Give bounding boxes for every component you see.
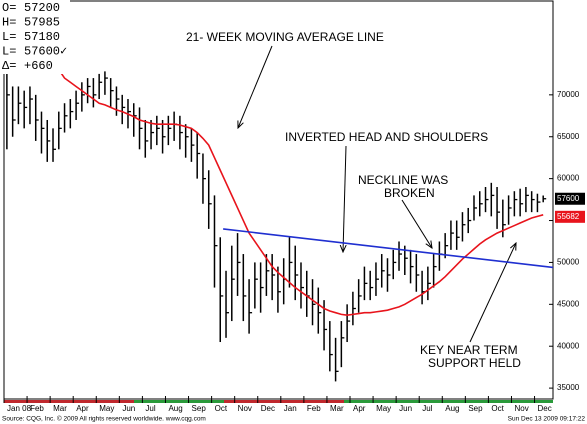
x-tick-label: Sep <box>468 404 483 413</box>
neckline <box>223 228 554 269</box>
last-price-box <box>555 192 585 205</box>
last-price-label: 57600 <box>557 194 580 203</box>
x-tick-label: Oct <box>215 404 228 413</box>
quote-key: L= <box>2 45 16 59</box>
ma-box <box>555 210 585 223</box>
x-tick-label: May <box>99 404 114 413</box>
x-tick-label: Aug <box>168 404 182 413</box>
x-tick-label: Jun <box>122 404 135 413</box>
quote-value: +660 <box>24 59 53 73</box>
quote-key: O= <box>2 1 16 15</box>
y-tick-label: 40000 <box>557 341 580 350</box>
x-tick-label: May <box>376 404 391 413</box>
x-tick-label: Nov <box>514 404 528 413</box>
price-bars <box>6 69 547 382</box>
strip-segment <box>4 400 134 403</box>
x-tick-label: Dec <box>538 404 552 413</box>
arrow <box>238 45 273 128</box>
annotation-arrows <box>238 45 516 343</box>
x-tick-label: Feb <box>307 404 321 413</box>
quote-value: 57180 <box>24 30 60 44</box>
x-tick-label: Nov <box>238 404 252 413</box>
x-tick-label: Mar <box>53 404 67 413</box>
y-tick-label: 65000 <box>557 132 580 141</box>
arrow <box>469 243 516 343</box>
arrow <box>401 199 432 248</box>
strip-segment <box>224 400 344 403</box>
x-tick-label: Jan <box>284 404 297 413</box>
y-tick-label: 70000 <box>557 90 580 99</box>
session-strip <box>4 400 553 403</box>
strip-segment <box>344 400 553 403</box>
strip-segment <box>134 400 224 403</box>
x-tick-label: Jan 08 <box>7 404 32 413</box>
annotation: 21- WEEK MOVING AVERAGE LINE <box>186 30 384 44</box>
annotation: SUPPORT HELD <box>428 356 521 370</box>
quote-key: H= <box>2 16 16 30</box>
annotation: NECKLINE WAS <box>358 173 448 187</box>
quote-key: L= <box>2 30 16 44</box>
x-tick-label: Mar <box>330 404 344 413</box>
y-tick-label: 35000 <box>557 383 580 392</box>
x-tick-label: Jun <box>399 404 412 413</box>
x-tick-label: Sep <box>192 404 207 413</box>
ma-label: 55682 <box>557 212 580 221</box>
x-tick-label: Apr <box>353 404 366 413</box>
x-tick-label: Oct <box>491 404 504 413</box>
quote-value: 57200 <box>24 1 60 15</box>
annotation: KEY NEAR TERM <box>420 343 518 357</box>
y-tick-label: 50000 <box>557 258 580 267</box>
annotation: INVERTED HEAD AND SHOULDERS <box>285 130 488 144</box>
annotation: BROKEN <box>384 186 435 200</box>
arrow <box>343 145 346 252</box>
footer-source: Source: CQG, Inc. © 2009 All rights rese… <box>2 415 206 423</box>
x-tick-label: Apr <box>76 404 89 413</box>
footer-date: Sun Dec 13 2009 09:17:22 <box>508 416 586 423</box>
x-tick-label: Feb <box>30 404 44 413</box>
quote-value: 57985 <box>24 16 60 30</box>
y-tick-label: 60000 <box>557 174 580 183</box>
quote-value: 57600✓ <box>24 45 67 59</box>
quote-key: Δ= <box>2 59 16 73</box>
moving-average-line <box>52 60 544 317</box>
x-tick-label: Dec <box>261 404 275 413</box>
y-tick-label: 45000 <box>557 299 580 308</box>
x-tick-label: Jul <box>422 404 432 413</box>
x-tick-label: Jul <box>145 404 155 413</box>
plot-frame <box>3 0 554 400</box>
quote-box <box>0 0 70 74</box>
x-tick-label: Aug <box>445 404 459 413</box>
